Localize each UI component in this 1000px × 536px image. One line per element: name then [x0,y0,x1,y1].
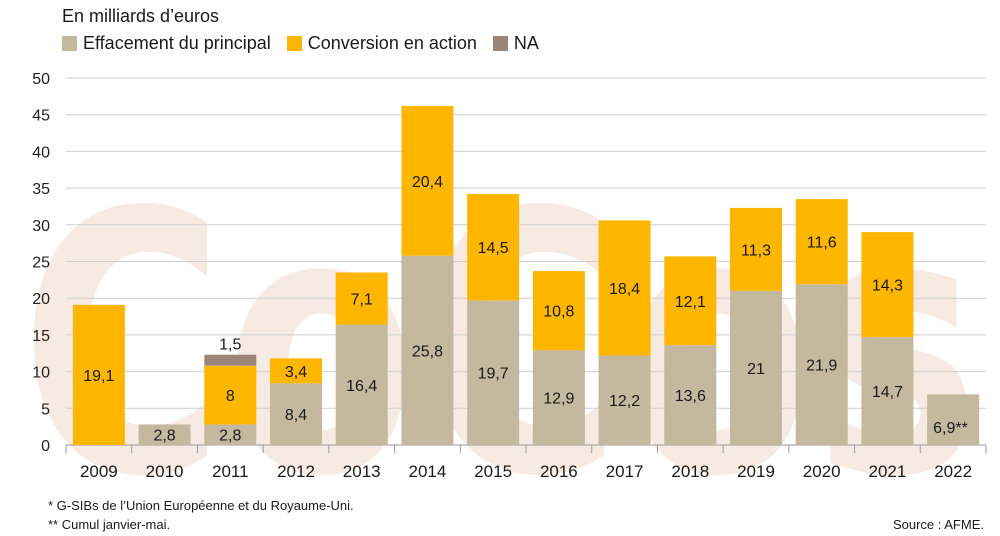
data-label-principal-2018: 13,6 [675,388,706,405]
data-label-principal-2016: 12,9 [543,391,574,408]
legend-swatch-na [492,36,508,51]
y-tick-label: 25 [32,255,50,272]
x-tick-label: 2019 [737,462,775,481]
y-tick-label: 30 [32,218,50,235]
y-tick-label: 45 [32,108,50,125]
x-tick-label: 2009 [80,462,118,481]
bar-conversion-2019 [730,207,782,291]
legend-label-na: NA [513,33,539,53]
x-tick-label: 2022 [934,462,972,481]
x-tick-label: 2016 [540,462,578,481]
legend-swatch-principal [62,36,77,51]
footnote-cumul: ** Cumul janvier-mai. [48,517,171,532]
bar-principal-2014 [401,255,454,445]
x-tick-label: 2015 [474,462,512,481]
x-tick-label: 2020 [803,462,841,481]
unit-label: En milliards d’euros [62,6,220,26]
data-label-conversion-2017: 18,4 [609,281,640,298]
bar-principal-2017 [598,355,651,445]
data-label-conversion-2021: 14,3 [872,278,903,295]
data-label-principal-2013: 16,4 [346,378,377,395]
data-label-principal-2019: 21 [747,361,765,378]
x-tick-label: 2018 [671,462,709,481]
y-tick-label: 15 [32,328,50,345]
data-label-conversion-2018: 12,1 [675,294,706,311]
legend-label-conversion: Conversion en action [307,33,477,53]
y-tick-label: 35 [32,181,50,198]
data-label-conversion-2019: 11,3 [741,242,771,259]
data-label-principal-2017: 12,2 [609,393,640,410]
bar-conversion-2009 [72,304,125,445]
data-label-principal-2020: 21,9 [806,358,837,375]
bar-conversion-2011 [204,365,257,425]
x-tick-label: 2012 [277,462,315,481]
bar-principal-2015 [467,300,520,445]
legend-swatch-conversion [286,36,302,51]
y-tick-label: 10 [32,365,50,382]
footnote-gsib: * G-SIBs de l’Union Européenne et du Roy… [48,498,354,513]
y-tick-label: 40 [32,144,50,161]
legend-label-principal: Effacement du principal [83,33,271,53]
y-tick-label: 5 [41,401,50,418]
bar-conversion-2016 [532,271,585,351]
data-label-principal-2022: 6,9** [933,420,968,437]
bar-principal-2010 [138,424,191,445]
data-label-conversion-2009: 19,1 [83,368,114,385]
data-label-conversion-2012: 3,4 [285,364,307,381]
bar-conversion-2012 [270,358,322,384]
bar-conversion-2017 [598,220,651,356]
x-tick-label: 2010 [146,462,184,481]
data-label-principal-2021: 14,7 [872,384,903,401]
bar-principal-2016 [532,350,585,445]
y-tick-label: 0 [41,438,50,455]
legend-item-principal: Effacement du principal [62,33,271,54]
bar-principal-2020 [795,284,848,445]
bar-principal-2019 [730,290,782,445]
bar-conversion-2021 [861,232,914,338]
data-label-principal-2010: 2,8 [153,428,175,445]
data-label-principal-2011: 2,8 [219,428,241,445]
bar-na-2011 [204,354,257,366]
bar-conversion-2015 [467,193,520,301]
x-tick-label: 2013 [343,462,381,481]
bar-principal-2021 [861,337,914,445]
x-tick-label: 2014 [409,462,447,481]
data-label-conversion-2011: 8 [226,388,235,405]
bar-principal-2012 [270,383,322,445]
data-label-principal-2012: 8,4 [285,407,307,424]
x-tick-label: 2017 [606,462,644,481]
bar-conversion-2020 [795,199,848,285]
bar-conversion-2014 [401,105,454,256]
data-label-conversion-2014: 20,4 [412,174,443,191]
x-tick-label: 2021 [869,462,907,481]
data-label-conversion-2015: 14,5 [478,240,509,257]
bar-principal-2022 [927,394,980,445]
bar-conversion-2018 [664,256,717,346]
data-label-conversion-2016: 10,8 [543,304,574,321]
bar-principal-2013 [335,324,388,445]
bar-principal-2011 [204,424,257,445]
source-note: Source : AFME. [892,517,984,532]
legend-item-na: NA [492,33,539,54]
data-label-conversion-2013: 7,1 [351,292,373,309]
data-label-conversion-2020: 11,6 [807,235,837,252]
y-tick-label: 20 [32,291,50,308]
x-tick-label: 2011 [212,462,249,481]
data-label-principal-2014: 25,8 [412,343,443,360]
data-label-na-2011: 1,5 [219,337,241,354]
y-tick-label: 50 [32,71,50,88]
bar-principal-2018 [664,345,717,445]
data-label-principal-2015: 19,7 [478,366,509,383]
legend: Effacement du principal Conversion en ac… [62,33,555,54]
legend-item-conversion: Conversion en action [286,33,477,54]
bar-conversion-2013 [335,272,388,325]
